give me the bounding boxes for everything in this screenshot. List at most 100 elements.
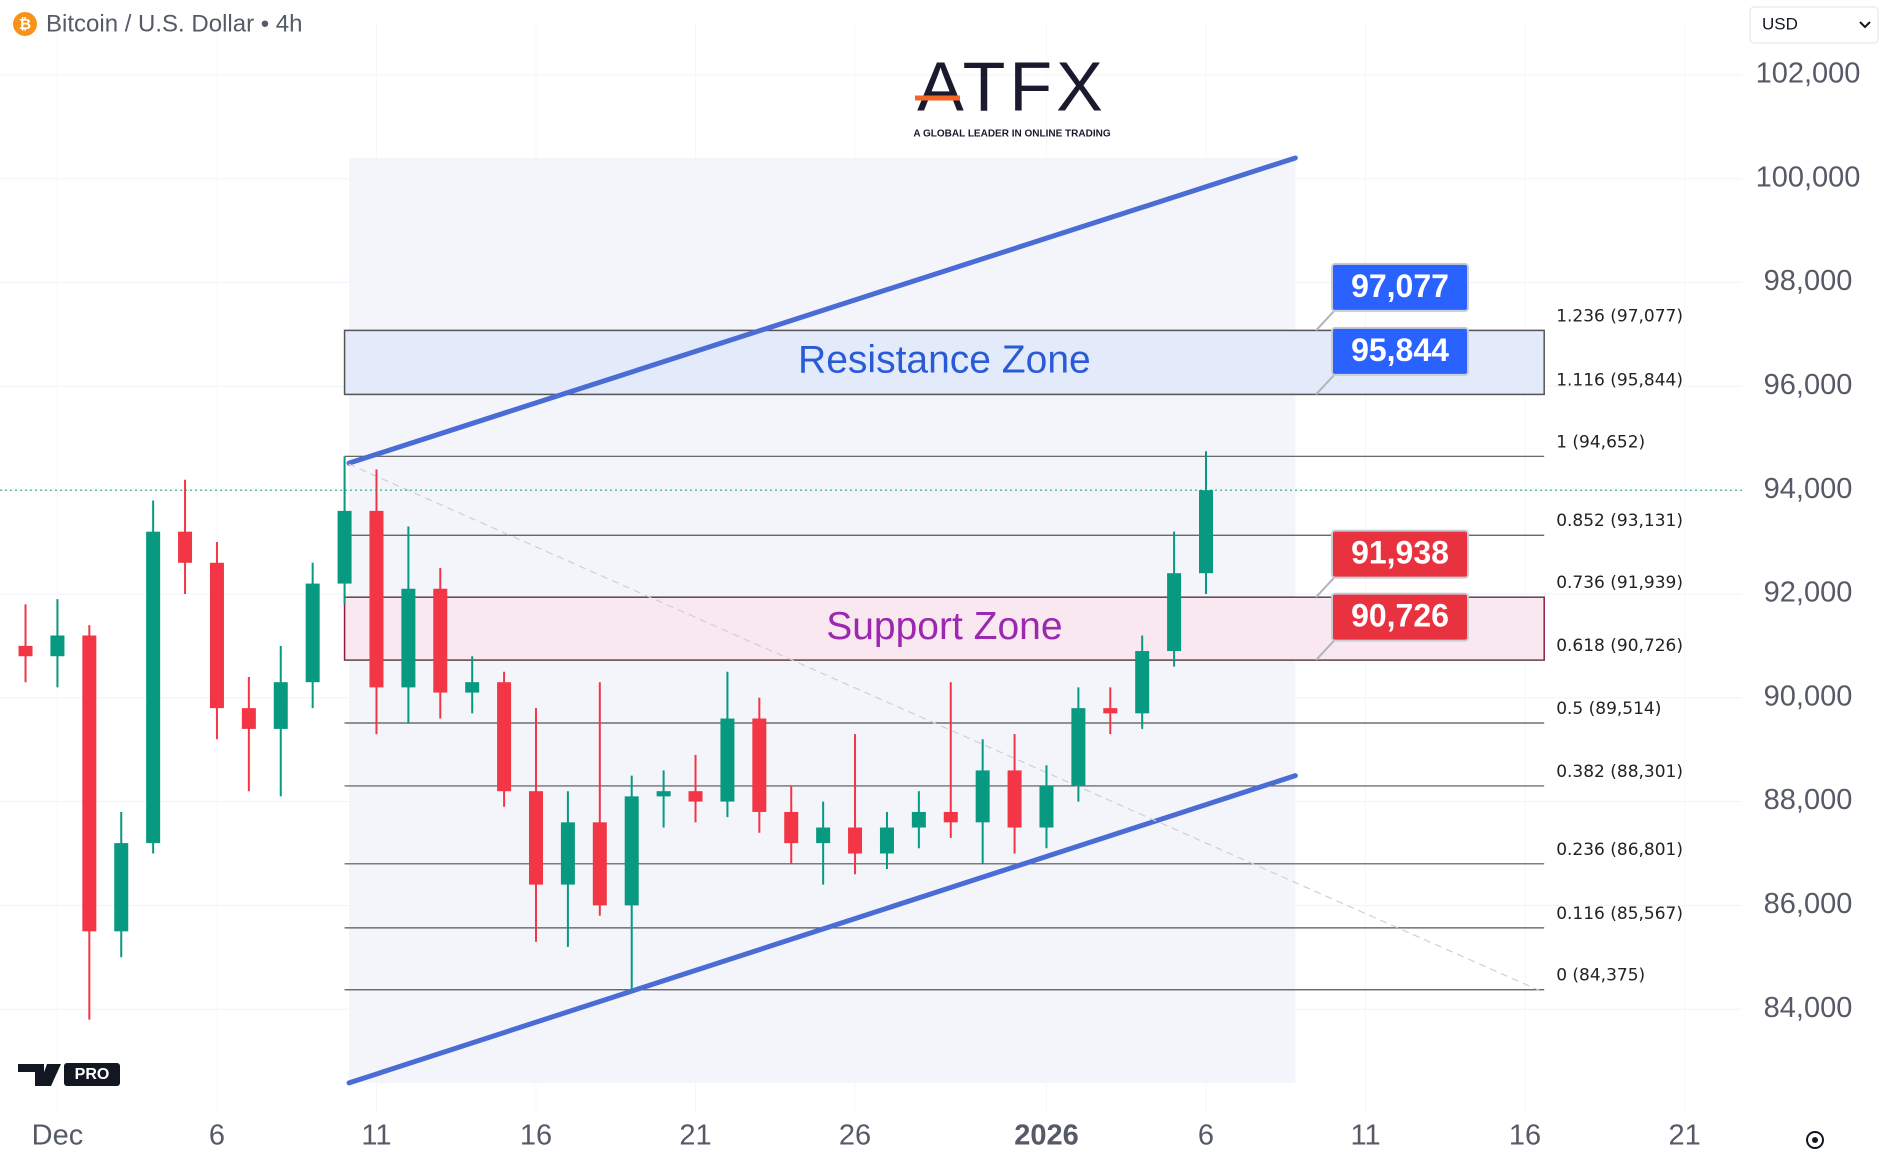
x-tick-label: Dec — [32, 1120, 84, 1152]
candle-body — [369, 510, 384, 688]
settings-icon-center[interactable] — [1812, 1137, 1818, 1143]
y-tick-label: 94,000 — [1764, 473, 1853, 505]
price-tag — [1331, 529, 1469, 579]
candle-body — [1135, 651, 1150, 714]
candle-body — [465, 682, 480, 693]
candle-body — [656, 791, 671, 797]
candle-body — [592, 822, 607, 906]
candle-body — [1199, 490, 1213, 574]
x-tick-label: 21 — [1668, 1120, 1700, 1152]
price-tag-label: 95,844 — [1351, 332, 1449, 368]
y-tick-label: 84,000 — [1764, 992, 1853, 1024]
candle-body — [1167, 573, 1182, 652]
candle-body — [241, 708, 256, 729]
fib-label: 0.382 (88,301) — [1556, 762, 1683, 782]
price-tag-label: 90,726 — [1351, 598, 1449, 634]
x-tick-label: 26 — [839, 1120, 871, 1152]
bitcoin-icon-glyph: ₿ — [19, 16, 31, 33]
candle-body — [1103, 708, 1118, 714]
candle-body — [943, 811, 958, 823]
fib-label: 0.5 (89,514) — [1556, 699, 1661, 719]
price-tag-pointer — [1315, 372, 1337, 396]
y-tick-label: 100,000 — [1756, 161, 1861, 193]
candle-body — [273, 682, 288, 729]
atfx-tagline: A GLOBAL LEADER IN ONLINE TRADING — [913, 129, 1110, 140]
fib-label: 1.116 (95,844) — [1556, 370, 1683, 390]
candle-body — [720, 718, 735, 802]
pro-badge — [64, 1063, 120, 1086]
dropdown-caret[interactable] — [1859, 21, 1871, 29]
y-tick-label: 88,000 — [1764, 784, 1853, 816]
plot-layer: 84,000 86,000 88,000 90,000 92,000 94,000 96,0… — [0, 58, 1860, 1152]
y-tick-label: 92,000 — [1764, 577, 1853, 609]
price-tag-label: 97,077 — [1351, 268, 1449, 304]
currency-dropdown[interactable] — [1749, 6, 1879, 44]
candle-body — [401, 588, 416, 688]
atfx-logo: ATFX — [917, 47, 1107, 125]
candle-body — [82, 635, 97, 932]
candle-body — [1007, 770, 1022, 828]
y-tick-label: 102,000 — [1756, 58, 1861, 90]
candle-body — [1071, 708, 1086, 786]
zone-label: Support Zone — [826, 605, 1062, 648]
bitcoin-icon — [13, 12, 37, 36]
price-tag — [1331, 326, 1469, 376]
zone-label: Resistance Zone — [798, 339, 1091, 382]
candle-body — [752, 718, 767, 812]
projection-line — [348, 463, 1545, 994]
channel-line — [346, 155, 1298, 466]
fib-label: 0.852 (93,131) — [1556, 511, 1683, 531]
x-tick-label: 6 — [209, 1120, 225, 1152]
candle-body — [975, 770, 990, 823]
candle-body — [911, 811, 926, 828]
y-tick-label: 90,000 — [1764, 680, 1853, 712]
candle-body — [114, 843, 129, 932]
candle-body — [784, 811, 799, 844]
price-tag-label: 91,938 — [1351, 535, 1449, 571]
tradingview-logo — [18, 1064, 61, 1086]
background-layer — [0, 23, 1742, 1113]
x-tick-label: 11 — [361, 1120, 391, 1152]
candle-body — [688, 791, 703, 802]
y-tick-label: 98,000 — [1764, 265, 1853, 297]
fib-label: 0.618 (90,726) — [1556, 636, 1683, 656]
candle-body — [816, 827, 831, 844]
candle-body — [18, 645, 33, 657]
fib-label: 0.736 (91,939) — [1556, 573, 1683, 593]
price-tag — [1331, 592, 1469, 642]
candle-body — [178, 531, 193, 563]
candle-body — [529, 791, 543, 885]
price-tag — [1331, 262, 1469, 312]
candle-body — [433, 588, 448, 693]
x-tick-label: 16 — [520, 1120, 552, 1152]
candle-body — [50, 635, 65, 657]
candle-body — [146, 531, 161, 844]
x-tick-label: 6 — [1198, 1120, 1214, 1152]
settings-icon[interactable] — [1806, 1131, 1824, 1149]
symbol-title: Bitcoin / U.S. Dollar • 4h — [46, 10, 303, 37]
channel-line — [346, 773, 1298, 1086]
candle-body — [848, 827, 863, 854]
fib-label: 0.116 (85,567) — [1556, 904, 1683, 924]
x-tick-label: 11 — [1350, 1120, 1380, 1152]
y-tick-label: 86,000 — [1764, 888, 1853, 920]
candle-body — [337, 510, 352, 584]
fib-label: 1 (94,652) — [1556, 432, 1645, 452]
x-tick-label: 21 — [679, 1120, 711, 1152]
candle-body — [305, 583, 320, 683]
candle-body — [497, 682, 512, 792]
price-tag-pointer — [1315, 308, 1337, 332]
fib-label: 0.236 (86,801) — [1556, 840, 1683, 860]
price-tag-pointer — [1315, 574, 1337, 598]
x-tick-label: 16 — [1509, 1120, 1541, 1152]
candle-body — [209, 562, 224, 709]
currency-label[interactable]: USD — [1762, 14, 1798, 33]
price-tag-pointer — [1315, 637, 1337, 661]
fib-label: 0 (84,375) — [1556, 966, 1645, 986]
candle-body — [624, 796, 639, 906]
x-tick-label: 2026 — [1014, 1120, 1079, 1152]
candle-body — [1039, 786, 1054, 828]
fib-label: 1.236 (97,077) — [1556, 306, 1683, 326]
candle-body — [879, 827, 894, 854]
candle-body — [560, 822, 575, 885]
